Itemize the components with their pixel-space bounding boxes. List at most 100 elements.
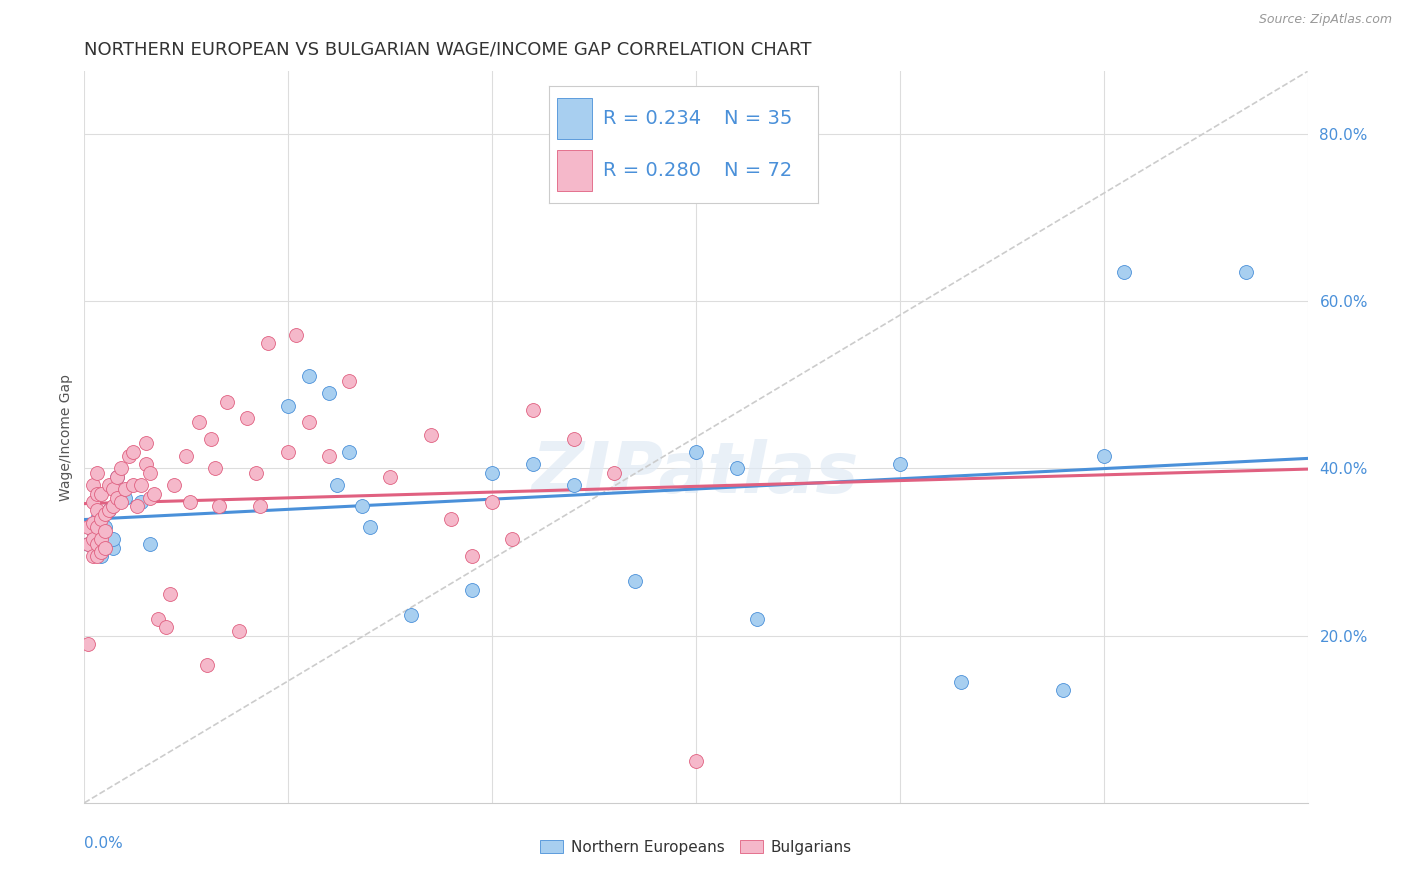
Point	[131, 478, 153, 492]
Point	[285, 327, 308, 342]
Point	[228, 624, 250, 639]
Point	[747, 612, 769, 626]
Point	[298, 416, 321, 430]
Point	[257, 336, 280, 351]
Point	[101, 533, 124, 547]
Point	[105, 470, 128, 484]
Point	[502, 533, 524, 547]
Point	[93, 541, 115, 555]
Point	[138, 536, 160, 550]
Point	[685, 754, 707, 768]
Point	[277, 444, 299, 458]
Point	[97, 478, 120, 492]
Point	[461, 549, 484, 564]
Y-axis label: Wage/Income Gap: Wage/Income Gap	[59, 374, 73, 500]
Point	[950, 674, 973, 689]
Point	[562, 478, 585, 492]
Point	[82, 533, 104, 547]
Point	[440, 511, 463, 525]
Point	[122, 444, 145, 458]
Point	[86, 549, 108, 564]
Point	[204, 461, 226, 475]
Point	[86, 503, 108, 517]
Point	[208, 499, 231, 513]
Point	[97, 503, 120, 517]
Point	[77, 637, 100, 651]
Point	[86, 511, 108, 525]
Point	[90, 486, 112, 500]
Point	[90, 549, 112, 564]
Point	[77, 536, 100, 550]
Point	[200, 432, 222, 446]
Point	[155, 620, 177, 634]
Text: Source: ZipAtlas.com: Source: ZipAtlas.com	[1258, 13, 1392, 27]
Point	[298, 369, 321, 384]
Point	[114, 491, 136, 505]
Point	[1092, 449, 1115, 463]
Point	[326, 478, 349, 492]
Point	[105, 470, 128, 484]
Point	[86, 466, 108, 480]
Point	[86, 536, 108, 550]
Point	[82, 549, 104, 564]
Point	[163, 478, 186, 492]
Point	[105, 491, 128, 505]
Point	[481, 466, 503, 480]
Point	[118, 449, 141, 463]
Point	[603, 466, 626, 480]
Point	[889, 457, 911, 471]
Point	[685, 444, 707, 458]
Point	[114, 483, 136, 497]
Point	[97, 503, 120, 517]
Point	[277, 399, 299, 413]
Point	[249, 499, 271, 513]
Legend: Northern Europeans, Bulgarians: Northern Europeans, Bulgarians	[534, 834, 858, 861]
Point	[135, 436, 157, 450]
Point	[77, 520, 100, 534]
Point	[318, 386, 340, 401]
Point	[82, 524, 104, 538]
Point	[86, 486, 108, 500]
Point	[110, 461, 132, 475]
Point	[1236, 265, 1258, 279]
Point	[339, 444, 361, 458]
Point	[236, 411, 259, 425]
Point	[179, 495, 201, 509]
Point	[101, 499, 124, 513]
Point	[131, 495, 153, 509]
Point	[359, 520, 381, 534]
Point	[1114, 265, 1136, 279]
Point	[77, 536, 100, 550]
Text: ZIPatlas: ZIPatlas	[533, 439, 859, 508]
Point	[725, 461, 748, 475]
Point	[159, 587, 181, 601]
Point	[93, 524, 115, 538]
Point	[245, 466, 267, 480]
Point	[195, 657, 218, 672]
Point	[146, 612, 169, 626]
Point	[380, 470, 402, 484]
Point	[110, 495, 132, 509]
Point	[339, 374, 361, 388]
Point	[90, 511, 112, 525]
Point	[93, 508, 115, 522]
Point	[82, 495, 104, 509]
Point	[624, 574, 647, 589]
Point	[399, 607, 422, 622]
Point	[127, 499, 149, 513]
Point	[90, 533, 112, 547]
Point	[82, 516, 104, 530]
Point	[101, 541, 124, 555]
Point	[522, 403, 544, 417]
Point	[135, 457, 157, 471]
Point	[93, 520, 115, 534]
Point	[86, 528, 108, 542]
Point	[461, 582, 484, 597]
Point	[217, 394, 239, 409]
Point	[1052, 682, 1074, 697]
Text: NORTHERN EUROPEAN VS BULGARIAN WAGE/INCOME GAP CORRELATION CHART: NORTHERN EUROPEAN VS BULGARIAN WAGE/INCO…	[84, 41, 811, 59]
Point	[90, 545, 112, 559]
Point	[562, 432, 585, 446]
Point	[481, 495, 503, 509]
Point	[174, 449, 197, 463]
